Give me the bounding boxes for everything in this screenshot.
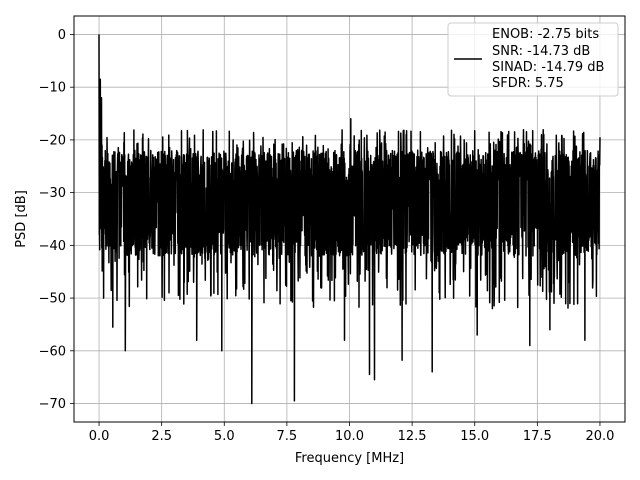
y-tick-label: −70 [39,397,66,412]
x-tick-label: 17.5 [523,429,552,444]
x-tick-label: 12.5 [398,429,427,444]
legend-box [447,22,619,97]
y-tick-label: 0 [58,28,66,43]
x-tick-label: 20.0 [585,429,614,444]
y-tick-label: −10 [39,81,66,96]
legend-line-sinad: SINAD: -14.79 dB [492,60,604,75]
psd-series-line [98,34,601,405]
x-tick-label: 0.0 [89,429,110,444]
y-tick-label: −30 [39,186,66,201]
legend-line-enob: ENOB: -2.75 bits [492,27,599,42]
y-tick-label: −50 [39,292,66,307]
legend: ENOB: -2.75 bits SNR: -14.73 dB SINAD: -… [447,22,619,97]
legend-line-sfdr: SFDR: 5.75 [492,76,564,91]
x-tick-label: 15.0 [460,429,489,444]
legend-line-snr: SNR: -14.73 dB [492,44,590,59]
x-tick-label: 2.5 [151,429,172,444]
y-tick-label: −60 [39,344,66,359]
x-tick-label: 10.0 [335,429,364,444]
y-axis-label: PSD [dB] [14,190,29,248]
axis-ticks: 0.0 2.5 5.0 7.5 10.0 12.5 15.0 17.5 20.0 0 −10 −20 −… [39,28,615,444]
x-tick-label: 7.5 [277,429,298,444]
psd-series [98,34,601,405]
x-tick-label: 5.0 [214,429,235,444]
y-tick-label: −20 [39,133,66,148]
x-axis-label: Frequency [MHz] [295,451,404,466]
y-tick-label: −40 [39,239,66,254]
